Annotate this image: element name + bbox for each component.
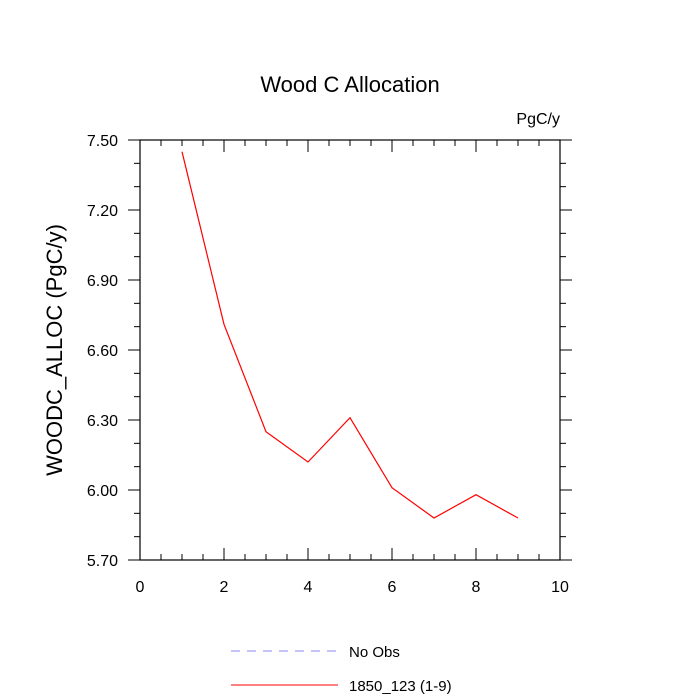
series-line [181, 151, 519, 519]
y-tick-label: 5.70 [87, 553, 118, 570]
legend-label: 1850_123 (1-9) [349, 678, 452, 695]
units-label: PgC/y [516, 111, 560, 128]
x-tick-label: 8 [472, 579, 481, 596]
y-axis-label: WOODC_ALLOC (PgC/y) [42, 224, 67, 476]
y-tick-label: 6.60 [87, 343, 118, 360]
y-tick-label: 7.50 [87, 133, 118, 150]
y-tick-label: 6.90 [87, 273, 118, 290]
plot-frame [139, 139, 561, 561]
y-tick-label: 6.30 [87, 413, 118, 430]
y-tick-label: 6.00 [87, 483, 118, 500]
series-group [181, 151, 519, 519]
legend-label: No Obs [349, 644, 400, 661]
y-tick-label: 7.20 [87, 203, 118, 220]
x-tick-label: 6 [388, 579, 397, 596]
x-tick-label: 0 [136, 579, 145, 596]
x-tick-label: 2 [220, 579, 229, 596]
chart-title: Wood C Allocation [260, 72, 439, 97]
legend: No Obs 1850_123 (1-9) [231, 644, 452, 695]
tick-labels: 0 2 4 6 8 10 5.70 6.00 6.30 6.60 6.90 7.20 7.50 [87, 133, 569, 596]
x-tick-label: 10 [551, 579, 569, 596]
axis-ticks [128, 139, 572, 561]
x-tick-label: 4 [304, 579, 313, 596]
